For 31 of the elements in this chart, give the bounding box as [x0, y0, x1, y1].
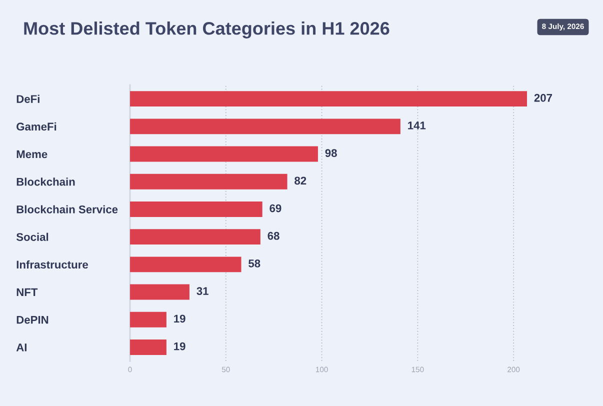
y-tick-label: Blockchain — [16, 178, 75, 186]
bar — [130, 284, 190, 300]
data-label: 141 — [408, 122, 426, 130]
bar — [130, 201, 262, 217]
bar — [130, 229, 260, 245]
bar — [130, 174, 288, 190]
y-tick-label: Blockchain Service — [16, 205, 118, 214]
data-label: 19 — [174, 342, 186, 350]
bar — [130, 312, 166, 328]
y-tick-label: DeFi — [16, 94, 40, 103]
chart-title: Most Delisted Token Categories in H1 2026 — [24, 22, 390, 38]
y-tick-label: NFT — [16, 288, 38, 296]
data-label: 82 — [294, 176, 306, 185]
data-label: 68 — [268, 232, 280, 240]
bar — [130, 146, 318, 162]
data-label: 207 — [534, 94, 552, 102]
bar — [130, 91, 527, 107]
y-tick-label: AI — [16, 344, 26, 352]
data-label: 31 — [196, 287, 208, 296]
data-label: 69 — [270, 204, 282, 212]
bar — [130, 118, 400, 134]
data-label: 19 — [174, 314, 186, 323]
y-tick-label: Infrastructure — [16, 260, 88, 269]
data-label: 98 — [325, 149, 337, 157]
y-tick-label: DePIN — [16, 316, 48, 324]
y-tick-label: Meme — [16, 150, 48, 158]
data-label: 58 — [248, 260, 260, 268]
bar — [130, 256, 242, 272]
bar — [130, 339, 166, 355]
y-tick-label: GameFi — [16, 122, 56, 131]
y-tick-label: Social — [16, 232, 48, 241]
